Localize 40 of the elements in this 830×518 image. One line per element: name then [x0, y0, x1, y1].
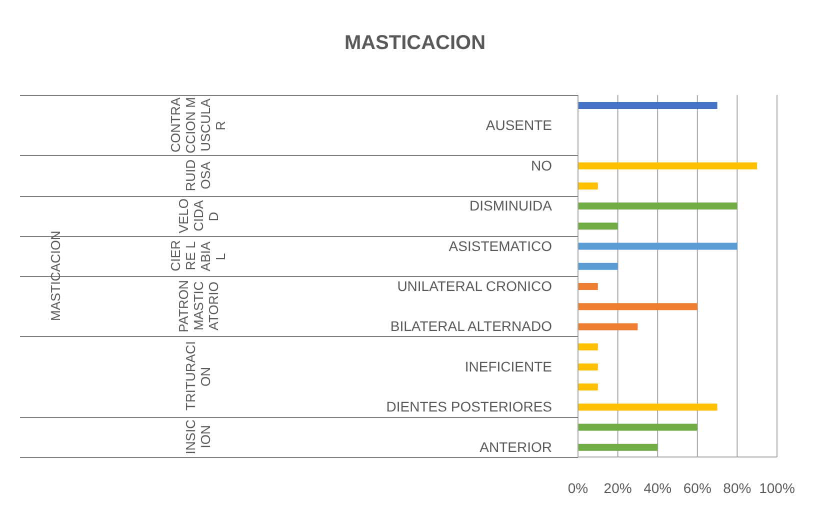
bar	[578, 102, 718, 109]
y-tick-label: DISMINUIDA	[470, 198, 553, 214]
bar	[578, 242, 738, 250]
y-tick-label: DIENTES POSTERIORES	[386, 398, 552, 415]
bar	[578, 363, 598, 370]
bar	[578, 283, 598, 290]
bar	[578, 262, 618, 270]
text: INSICION	[183, 418, 213, 455]
bar	[578, 303, 698, 310]
y-tick-label: ASISTEMATICO	[448, 238, 552, 254]
x-tick-label: 20%	[604, 480, 632, 496]
bar	[578, 162, 758, 170]
text: VELOCIDAD	[176, 198, 220, 234]
bar	[578, 404, 718, 411]
x-tick-label: 60%	[683, 480, 712, 496]
y-tick-label: AUSENTE	[486, 117, 552, 134]
bar	[578, 444, 658, 451]
y-tick-label: BILATERAL ALTERNADO	[390, 318, 552, 334]
text: PATRON MASTICATORIO	[176, 279, 220, 334]
bar	[578, 323, 638, 330]
bar	[578, 343, 598, 350]
text: CONTRACCION MUSCULAR	[168, 96, 228, 154]
y-tick-label: NO	[531, 157, 552, 174]
text: MASTICACION	[343, 32, 487, 55]
x-tick-label: 100%	[759, 480, 795, 496]
bar	[578, 202, 738, 210]
bar	[578, 384, 598, 391]
y-tick-label: UNILATERAL CRONICO	[397, 278, 552, 294]
text: TRITURACION	[183, 340, 213, 414]
x-tick-label: 80%	[723, 480, 752, 496]
x-tick-label: 0%	[568, 480, 588, 496]
text: CIERRE LABIAL	[168, 239, 228, 274]
bar	[578, 182, 598, 190]
text: MASTICACION	[48, 230, 62, 324]
bar	[578, 424, 698, 431]
text: RUIDOSA	[183, 158, 213, 194]
y-tick-label: INEFICIENTE	[464, 358, 552, 374]
bar	[578, 222, 618, 230]
x-tick-label: 40%	[644, 480, 672, 496]
y-tick-label: ANTERIOR	[480, 438, 552, 455]
